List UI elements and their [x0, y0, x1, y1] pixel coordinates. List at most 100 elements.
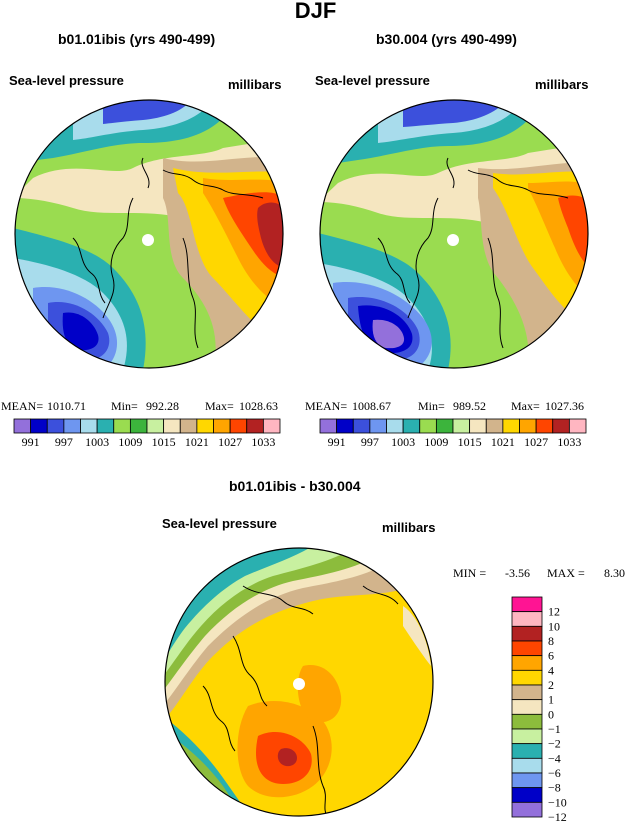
panel3-title: b01.01ibis - b30.004: [229, 478, 361, 494]
colorbar-swatch: [402, 418, 421, 434]
colorbar-swatch: [485, 418, 504, 434]
colorbar-tick-label: 1009: [118, 435, 142, 449]
colorbar-swatch: [146, 418, 165, 434]
colorbar-tick-label: 997: [55, 435, 73, 449]
colorbar-tick-label: −2: [548, 737, 561, 751]
colorbar-tick-label: 1021: [491, 435, 515, 449]
colorbar-swatch: [535, 418, 554, 434]
panel1-coastlines: [72, 157, 264, 349]
colorbar-swatch: [519, 418, 537, 434]
panel3-units-label: millibars: [382, 520, 436, 535]
colorbar-tick-label: −4: [548, 751, 561, 765]
colorbar-tick-label: 1003: [391, 435, 415, 449]
colorbar-swatch: [319, 418, 338, 434]
panel3-coastlines: [202, 585, 399, 816]
panel2-max-label: Max=: [511, 399, 540, 413]
colorbar-tick-label: 991: [328, 435, 346, 449]
colorbar-swatch: [511, 669, 543, 686]
panel2-variable-label: Sea-level pressure: [315, 73, 430, 88]
colorbar-tick-label: 0: [548, 707, 554, 721]
colorbar-tick-label: −10: [548, 795, 567, 809]
colorbar-swatch: [113, 418, 131, 434]
colorbar-tick-label: 991: [22, 435, 40, 449]
colorbar-swatch: [568, 418, 587, 434]
colorbar-swatch: [511, 655, 543, 671]
panel3-min-value: -3.56: [505, 566, 530, 580]
colorbar-tick-label: 12: [548, 605, 560, 619]
colorbar-swatch: [511, 625, 543, 642]
colorbar-tick-label: 10: [548, 619, 560, 633]
panel3-contour-0b: [403, 606, 431, 666]
colorbar-tick-label: −12: [548, 810, 567, 821]
colorbar-tick-label: 1015: [152, 435, 176, 449]
panel2-max-value: 1027.36: [545, 399, 584, 413]
colorbar-swatch: [196, 418, 214, 434]
panel3-pole-marker: [293, 678, 305, 690]
panel2-colorbar: 991 997 1003 1009 1015 1021 1027 1033: [319, 418, 587, 449]
panel1-contour-1030: [257, 202, 283, 268]
panel2-contour-1027: [558, 195, 588, 268]
panel2-contour-1000: [403, 100, 508, 127]
colorbar-swatch: [511, 757, 543, 774]
colorbar-swatch: [369, 418, 387, 434]
colorbar-swatch: [511, 684, 543, 701]
colorbar-swatch: [435, 418, 454, 434]
colorbar-tick-label: 4: [548, 663, 554, 677]
colorbar-swatch: [80, 418, 98, 434]
colorbar-tick-label: 1021: [185, 435, 209, 449]
panel1-max-label: Max=: [205, 399, 234, 413]
panel2-coastlines: [377, 157, 569, 349]
panel2-min-label: Min=: [418, 399, 445, 413]
colorbar-swatch: [179, 418, 198, 434]
panel1-map-border: [14, 99, 284, 369]
colorbar-swatch: [63, 418, 81, 434]
colorbar-swatch: [336, 418, 354, 434]
colorbar-tick-label: −1: [548, 722, 561, 736]
colorbar-tick-label: 1033: [557, 435, 581, 449]
colorbar-swatch: [246, 418, 264, 434]
panel3-contour-4b: [297, 665, 342, 723]
colorbar-swatch: [452, 418, 471, 434]
colorbar-tick-label: 1009: [424, 435, 448, 449]
colorbar-tick-label: 1003: [85, 435, 109, 449]
colorbar-tick-label: 997: [361, 435, 379, 449]
colorbar-swatch: [511, 728, 543, 745]
colorbar-swatch: [13, 418, 32, 434]
colorbar-swatch: [511, 699, 543, 715]
panel1-units-label: millibars: [228, 77, 282, 92]
colorbar-swatch: [386, 418, 404, 434]
panel1-max-value: 1028.63: [239, 399, 278, 413]
colorbar-tick-label: 1033: [251, 435, 275, 449]
panel3-max-value: 8.30: [604, 566, 625, 580]
page-title: DJF: [294, 0, 337, 23]
colorbar-swatch: [511, 743, 543, 759]
colorbar-swatch: [511, 596, 543, 613]
colorbar-tick-label: −6: [548, 766, 561, 780]
panel3-contour-8: [277, 748, 297, 767]
panel1-min-value: 992.28: [146, 399, 179, 413]
panel1-contour-1000: [103, 100, 193, 124]
panel2-title: b30.004 (yrs 490-499): [376, 31, 517, 47]
colorbar-swatch: [511, 611, 543, 627]
panel1-map: [14, 99, 284, 369]
colorbar-swatch: [229, 418, 248, 434]
panel3-min-label: MIN =: [453, 566, 487, 580]
panel1-mean-value: 1010.71: [47, 399, 86, 413]
colorbar-swatch: [30, 418, 48, 434]
colorbar-tick-label: 1027: [524, 435, 548, 449]
panel1-min-label: Min=: [111, 399, 138, 413]
panel1-variable-label: Sea-level pressure: [9, 73, 124, 88]
colorbar-swatch: [511, 787, 543, 803]
colorbar-swatch: [129, 418, 148, 434]
panel2-mean-value: 1008.67: [352, 399, 391, 413]
colorbar-swatch: [213, 418, 231, 434]
panel2-units-label: millibars: [535, 77, 589, 92]
panel2-contour-988: [372, 319, 405, 349]
colorbar-swatch: [511, 640, 543, 657]
colorbar-swatch: [511, 801, 543, 818]
panel1-colorbar: 991 997 1003 1009 1015 1021 1027 1033: [13, 418, 281, 449]
panel3-max-label: MAX =: [547, 566, 585, 580]
colorbar-tick-label: 2: [548, 678, 554, 692]
panel3-map: [164, 547, 434, 817]
